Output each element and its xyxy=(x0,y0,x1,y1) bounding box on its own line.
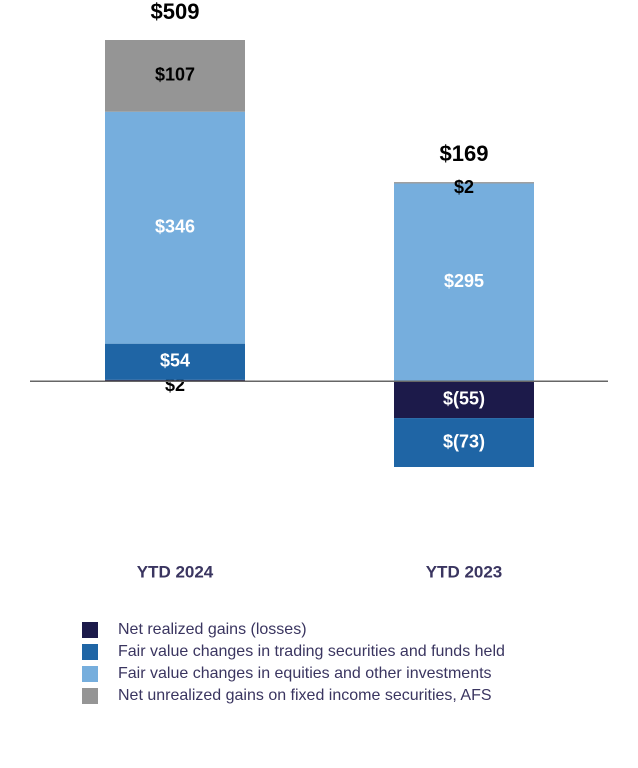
bar-segment xyxy=(105,111,245,344)
bar-segment xyxy=(394,182,534,184)
legend-swatch xyxy=(82,644,98,660)
value-label: $2 xyxy=(454,177,474,197)
legend-swatch xyxy=(82,688,98,704)
x-tick-label: YTD 2023 xyxy=(426,562,503,581)
legend-item: Fair value changes in equities and other… xyxy=(82,663,542,685)
bar-segment xyxy=(105,343,245,380)
legend-item: Fair value changes in trading securities… xyxy=(82,641,542,663)
value-label: $107 xyxy=(155,65,195,85)
value-label: $346 xyxy=(155,216,195,236)
legend-item: Net unrealized gains on fixed income sec… xyxy=(82,685,542,707)
legend-label: Net unrealized gains on fixed income sec… xyxy=(118,687,492,704)
value-label: $295 xyxy=(444,271,484,291)
bar-segment xyxy=(394,418,534,467)
bar-segment xyxy=(394,381,534,419)
value-label: $(55) xyxy=(443,388,485,408)
legend-item: Net realized gains (losses) xyxy=(82,619,542,641)
total-label: $169 xyxy=(440,141,489,166)
value-label: $2 xyxy=(165,375,185,395)
legend-swatch xyxy=(82,622,98,638)
legend: Net realized gains (losses) Fair value ch… xyxy=(82,619,542,707)
value-label: $(73) xyxy=(443,431,485,451)
legend-label: Net realized gains (losses) xyxy=(118,621,307,638)
legend-label: Fair value changes in trading securities… xyxy=(118,643,505,660)
legend-label: Fair value changes in equities and other… xyxy=(118,665,492,682)
bar-segment xyxy=(394,183,534,382)
legend-swatch xyxy=(82,666,98,682)
value-label: $54 xyxy=(160,351,190,371)
chart: $2 $54 $346 $107 $509 YTD 2024 $(55) $(73) $295 $… xyxy=(30,0,608,581)
bar-segment xyxy=(105,40,245,112)
total-label: $509 xyxy=(151,0,200,24)
x-tick-label: YTD 2024 xyxy=(137,562,214,581)
